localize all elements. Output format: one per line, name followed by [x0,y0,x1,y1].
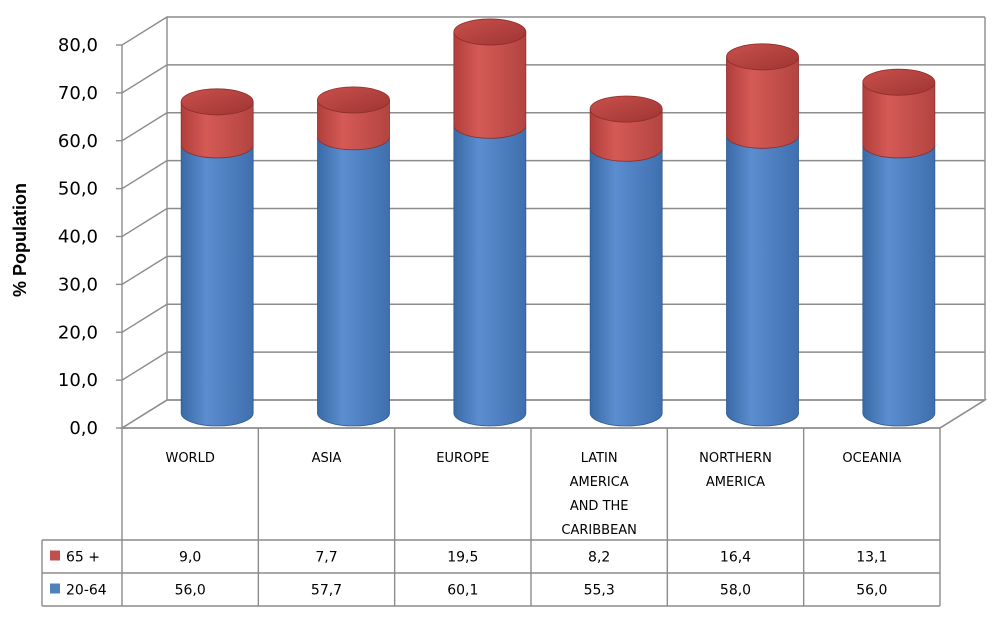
category-label: LATIN [581,451,618,466]
bar-2064-segment [589,148,663,427]
bar-2064-segment [317,136,390,427]
y-tick-label: 70,0 [58,83,98,104]
bar-2064-segment [726,135,799,427]
bar-top-cap [589,95,663,123]
category-label: AMERICA [570,475,629,490]
y-tick-label: 10,0 [58,370,98,391]
y-tick-label: 0,0 [69,418,98,439]
bar-2064-segment [453,125,527,427]
table-cell-value: 9,0 [179,550,201,566]
bar-top-cap [726,43,799,71]
legend-label: 65 + [66,550,100,566]
bars [180,18,936,427]
y-tick-label: 30,0 [58,274,98,295]
table-cell-value: 60,1 [447,583,478,599]
bar-2064-segment [180,144,254,427]
legend-label: 20-64 [66,583,107,599]
legend-key [50,583,60,594]
bar-top-cap [180,88,254,116]
table-cell-value: 57,7 [311,583,342,599]
bar-top-cap [453,18,527,46]
table-cell-value: 13,1 [856,550,887,566]
bar-2064-segment [862,144,936,427]
y-tick-label: 80,0 [58,35,98,56]
y-tick-label: 60,0 [58,131,98,152]
table-cell-value: 8,2 [588,550,610,566]
category-label: ASIA [312,451,342,466]
legend-key [50,550,60,561]
category-label: NORTHERN [699,451,772,466]
y-tick-label: 50,0 [58,179,98,200]
y-tick-label: 40,0 [58,227,98,248]
table-cell-value: 56,0 [175,583,206,599]
table-cell-value: 58,0 [720,583,751,599]
category-label: AND THE [570,499,629,514]
data-table: WORLD ASIA EUROPE LATIN AMERICA AND THE CARIBB… [41,399,986,607]
y-tick-labels: 0,0 10,0 20,0 30,0 40,0 50,0 60,0 70,0 80,0 [58,35,98,439]
table-cell-value: 56,0 [856,583,887,599]
category-label: AMERICA [706,475,765,490]
category-label: EUROPE [436,451,489,466]
y-tick-label: 20,0 [58,322,98,343]
bar-top-cap [317,86,390,114]
bar-65-segment [453,31,527,139]
y-axis-label: % Population [10,183,30,297]
category-label: WORLD [165,451,214,466]
table-cell-value: 16,4 [720,550,751,566]
bar-top-cap [862,68,936,96]
bar-65-segment [726,56,799,149]
table-cell-value: 55,3 [584,583,615,599]
table-depth-edge [939,399,986,429]
table-cell-value: 19,5 [447,550,478,566]
category-label: CARIBBEAN [561,523,637,538]
table-cell-value: 7,7 [315,550,337,566]
category-label: OCEANIA [842,451,901,466]
